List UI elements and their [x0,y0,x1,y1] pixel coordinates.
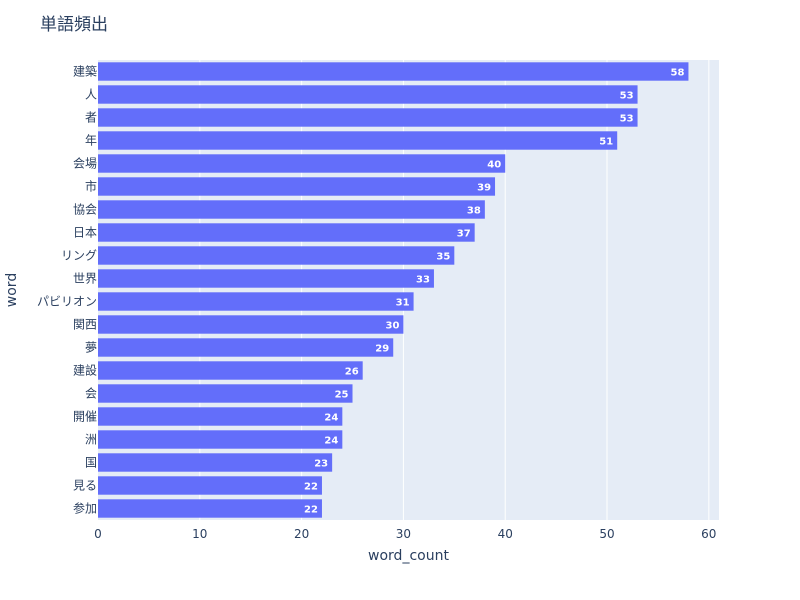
bar[interactable] [98,177,496,196]
bar[interactable] [98,200,485,219]
bar[interactable] [98,154,506,173]
bar[interactable] [98,476,322,495]
bar[interactable] [98,246,455,265]
x-tick-label: 0 [94,527,102,541]
bar-value-label: 35 [436,252,450,263]
bar[interactable] [98,499,322,518]
x-tick-label: 20 [294,527,309,541]
x-tick-label: 30 [396,527,411,541]
y-tick-label: 国 [85,456,97,470]
bars: 58 53 53 51 40 39 38 37 35 33 31 30 29 26 25 24 24 23 22 22 [98,62,689,518]
y-tick-label: 会 [85,387,97,401]
bar-value-label: 30 [385,321,399,332]
bar-value-label: 51 [599,137,613,148]
bar-value-label: 38 [467,206,481,217]
y-tick-label: 建築 [73,64,97,79]
y-tick-label: 関西 [73,318,97,332]
y-tick-label: 夢 [85,341,97,355]
y-tick-label: リング [61,249,97,263]
bar-value-label: 31 [396,298,410,309]
bar-value-label: 24 [324,436,338,447]
y-tick-label: 市 [85,179,97,194]
y-axis-title: word [4,273,20,307]
bar[interactable] [98,62,689,81]
bar-value-label: 29 [375,344,389,355]
bar-value-label: 22 [304,482,318,493]
y-tick-label: 洲 [85,433,97,447]
y-tick-label: 者 [85,111,97,125]
bar[interactable] [98,223,475,242]
bar[interactable] [98,108,638,127]
y-tick-label: 見る [73,479,97,493]
y-tick-label: 会場 [73,157,97,171]
y-tick-label: 開催 [73,410,97,424]
x-axis-title: word_count [368,548,449,564]
bar-value-label: 39 [477,183,491,194]
x-axis-ticks: 0 10 20 30 40 50 60 [94,527,716,541]
bar[interactable] [98,338,394,357]
x-tick-label: 10 [192,527,207,541]
bar-value-label: 22 [304,505,318,516]
x-tick-label: 40 [498,527,513,541]
bar-value-label: 26 [345,367,359,378]
bar[interactable] [98,384,353,403]
plot-background [98,60,719,520]
x-tick-label: 60 [701,527,716,541]
y-tick-label: パビリオン [37,295,97,309]
bar-value-label: 53 [620,114,634,125]
bar[interactable] [98,269,434,288]
bar[interactable] [98,131,618,150]
bar-value-label: 40 [487,160,501,171]
bar[interactable] [98,315,404,334]
bar[interactable] [98,85,638,104]
x-tick-label: 50 [599,527,614,541]
y-tick-label: 年 [85,134,97,148]
bar-value-label: 23 [314,459,328,470]
bar-value-label: 37 [457,229,471,240]
y-tick-label: 人 [85,88,97,102]
bar-value-label: 24 [324,413,338,424]
bar[interactable] [98,361,363,380]
bar-value-label: 58 [671,68,685,79]
bar[interactable] [98,453,333,472]
y-tick-label: 建設 [73,363,97,378]
bar-value-label: 25 [335,390,349,401]
bar[interactable] [98,292,414,311]
bar-value-label: 33 [416,275,430,286]
bar-value-label: 53 [620,91,634,102]
y-tick-label: 協会 [73,202,97,217]
y-tick-label: 参加 [73,501,97,516]
y-tick-label: 日本 [73,226,97,240]
chart-title: 単語頻出 [40,15,108,35]
bar[interactable] [98,407,343,426]
y-tick-label: 世界 [73,272,97,286]
bar[interactable] [98,430,343,449]
